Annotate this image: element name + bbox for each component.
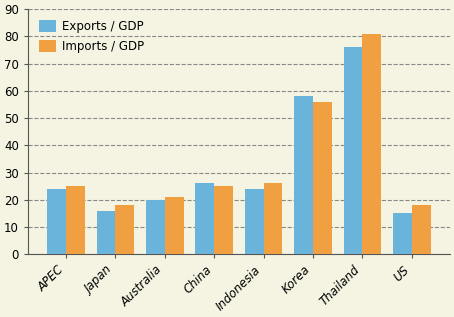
Legend: Exports / GDP, Imports / GDP: Exports / GDP, Imports / GDP <box>34 15 149 58</box>
Bar <box>146 200 165 254</box>
Bar <box>412 205 431 254</box>
Bar <box>47 189 66 254</box>
Bar <box>66 186 85 254</box>
Bar <box>97 211 115 254</box>
Bar <box>245 189 264 254</box>
Bar <box>196 184 214 254</box>
Bar <box>313 102 332 254</box>
Bar <box>214 186 233 254</box>
Bar <box>115 205 134 254</box>
Bar <box>264 184 282 254</box>
Bar <box>344 47 362 254</box>
Bar <box>165 197 183 254</box>
Bar <box>294 96 313 254</box>
Bar <box>393 213 412 254</box>
Bar <box>362 34 381 254</box>
